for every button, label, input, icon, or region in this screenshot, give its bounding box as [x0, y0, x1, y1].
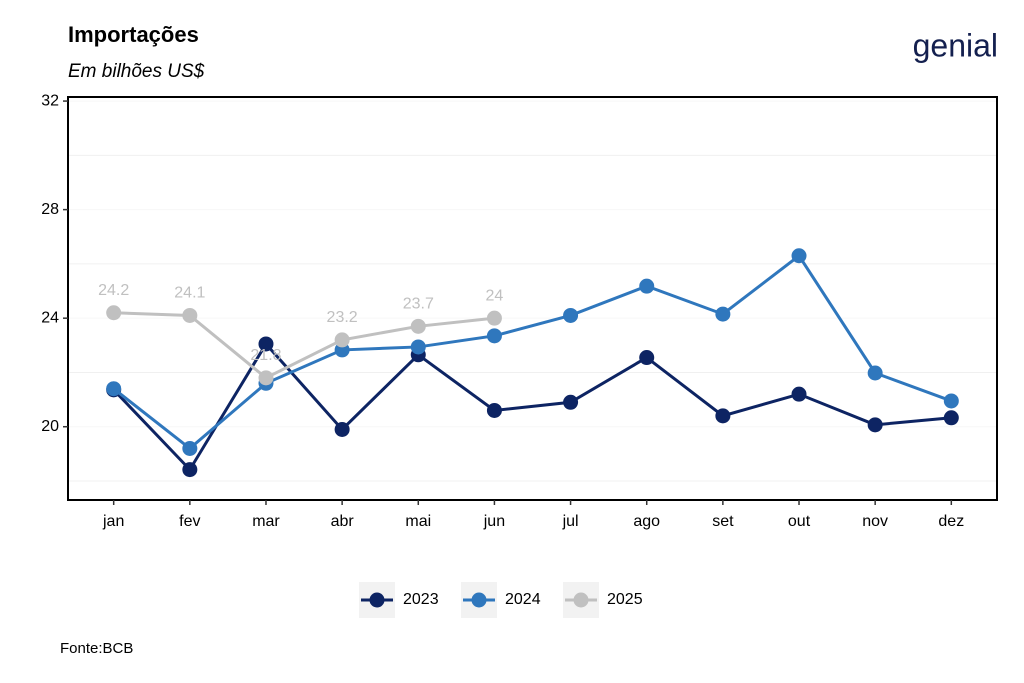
series-line	[112, 253, 952, 451]
data-point	[943, 410, 959, 426]
y-tick-label: 24	[41, 309, 59, 326]
x-tick-label: out	[788, 513, 811, 530]
plot-frame	[67, 96, 998, 501]
data-point	[715, 306, 731, 322]
series-line	[113, 311, 495, 380]
legend-label: 2025	[607, 591, 643, 608]
data-point	[258, 336, 274, 352]
x-tick-label: jun	[483, 513, 505, 530]
data-point	[182, 462, 198, 478]
legend-label: 2024	[505, 591, 541, 608]
data-point	[334, 332, 350, 348]
x-tick-label: nov	[862, 513, 888, 530]
data-label: 24	[486, 287, 504, 304]
data-point	[106, 381, 122, 397]
data-label: 23.2	[327, 309, 358, 326]
series-line	[112, 341, 952, 473]
data-point	[258, 370, 274, 386]
x-tick-label: abr	[331, 513, 355, 530]
data-label: 24.1	[174, 285, 205, 302]
x-tick-label: fev	[179, 513, 200, 530]
data-point	[639, 278, 655, 294]
legend-label: 2023	[403, 591, 439, 608]
y-tick-label: 20	[41, 418, 59, 435]
data-point	[715, 408, 731, 424]
data-point	[563, 307, 579, 323]
data-point	[943, 393, 959, 409]
x-tick-label: ago	[633, 513, 660, 530]
x-tick-label: jan	[102, 513, 124, 530]
legend-key-point	[471, 592, 487, 608]
data-point	[106, 305, 122, 321]
data-point	[563, 394, 579, 410]
x-tick-label: dez	[938, 513, 964, 530]
data-point	[410, 339, 426, 355]
source-note: Fonte:BCB	[60, 640, 133, 657]
data-point	[867, 365, 883, 381]
data-point	[182, 440, 198, 456]
logo: genial	[913, 27, 998, 63]
data-point	[410, 318, 426, 334]
x-tick-label: jul	[562, 513, 579, 530]
chart-title: Importações	[68, 22, 199, 47]
data-label: 24.2	[98, 282, 129, 299]
y-tick-label: 32	[41, 92, 59, 109]
data-point	[486, 328, 502, 344]
legend-key-point	[573, 592, 589, 608]
data-point	[791, 248, 807, 264]
data-point	[334, 421, 350, 437]
data-label: 21.8	[250, 347, 281, 364]
y-tick-label: 28	[41, 201, 59, 218]
chart-subtitle: Em bilhões US$	[68, 61, 205, 82]
data-point	[867, 417, 883, 433]
data-point	[791, 386, 807, 402]
x-tick-label: mai	[405, 513, 431, 530]
data-label: 23.7	[403, 296, 434, 313]
data-point	[486, 310, 502, 326]
x-tick-label: set	[712, 513, 734, 530]
data-point	[639, 350, 655, 366]
data-point	[486, 402, 502, 418]
legend-key-point	[369, 592, 385, 608]
x-tick-label: mar	[252, 513, 280, 530]
data-point	[182, 307, 198, 323]
